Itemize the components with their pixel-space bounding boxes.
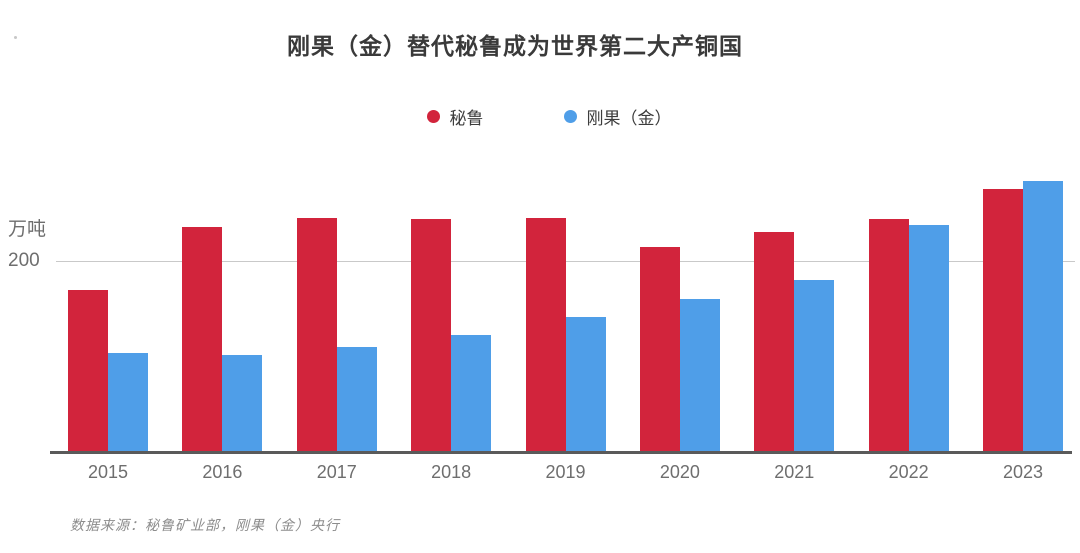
bar-group-2023: 2023 <box>983 181 1063 482</box>
bar-peru-2021 <box>754 232 795 453</box>
bar-group-2019: 2019 <box>525 218 606 482</box>
bar-congo-2016 <box>222 355 263 453</box>
bar-peru-2020 <box>639 247 680 453</box>
legend-item-peru: 秘鲁 <box>426 104 484 129</box>
bar-group-2022: 2022 <box>868 219 949 482</box>
bar-group-2021: 2021 <box>754 232 835 482</box>
bar-congo-2022 <box>908 225 949 453</box>
bar-groups: 2015 2016 2017 2018 2019 2020 2021 2022 2023 <box>56 160 1075 482</box>
stray-mark <box>14 36 17 39</box>
legend-item-congo: 刚果（金） <box>563 104 672 129</box>
legend: 秘鲁 刚果（金） <box>0 104 1080 129</box>
legend-label-congo: 刚果（金） <box>586 109 672 128</box>
gridline-200 <box>56 261 1075 262</box>
bar-peru-2022 <box>868 219 909 453</box>
bar-congo-2020 <box>679 299 720 453</box>
x-axis-label-2020: 2020 <box>659 462 700 482</box>
plot-area: 万吨 200 2015 2016 2017 2018 2019 2020 2021 2022 2… <box>0 160 1080 482</box>
x-axis-label-2021: 2021 <box>774 462 815 482</box>
x-axis-label-2017: 2017 <box>316 462 357 482</box>
bar-group-2015: 2015 <box>68 290 148 482</box>
x-axis-line <box>50 451 1072 454</box>
x-axis-label-2023: 2023 <box>1002 462 1044 482</box>
bar-peru-2017 <box>296 218 337 453</box>
bar-peru-2018 <box>411 219 452 453</box>
x-axis-label-2022: 2022 <box>888 462 929 482</box>
bar-peru-2023 <box>983 189 1023 453</box>
bar-group-2017: 2017 <box>296 218 377 482</box>
chart-title: 刚果（金）替代秘鲁成为世界第二大产铜国 <box>287 33 743 59</box>
bar-group-2018: 2018 <box>411 219 492 482</box>
x-axis-label-2016: 2016 <box>202 462 243 482</box>
bar-congo-2017 <box>336 347 377 453</box>
bar-congo-2018 <box>451 335 492 453</box>
bar-congo-2015 <box>108 353 148 453</box>
bar-peru-2015 <box>68 290 108 453</box>
bar-congo-2021 <box>794 280 835 453</box>
y-axis-tick-200: 200 <box>8 250 40 271</box>
x-axis-label-2015: 2015 <box>87 462 129 482</box>
legend-dot-icon <box>426 110 440 123</box>
bar-congo-2019 <box>565 317 606 453</box>
legend-dot-icon <box>563 110 577 123</box>
y-axis-unit-label: 万吨 <box>8 219 47 240</box>
legend-label-peru: 秘鲁 <box>449 109 484 128</box>
bar-peru-2016 <box>182 227 223 453</box>
bar-congo-2023 <box>1023 181 1063 453</box>
source-note: 数据来源：秘鲁矿业部，刚果（金）央行 <box>70 517 340 533</box>
bar-group-2016: 2016 <box>182 227 263 482</box>
bar-group-2020: 2020 <box>639 247 720 482</box>
x-axis-label-2018: 2018 <box>431 462 472 482</box>
bar-peru-2019 <box>525 218 566 453</box>
x-axis-label-2019: 2019 <box>545 462 586 482</box>
